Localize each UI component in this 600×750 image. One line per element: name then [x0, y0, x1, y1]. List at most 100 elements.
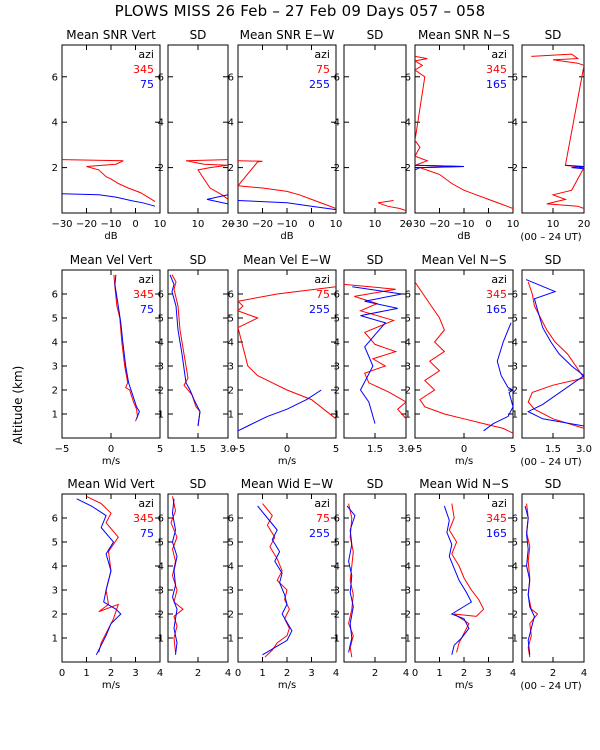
x-tick-label: 0	[461, 444, 467, 455]
x-tick-label: 1	[436, 668, 442, 679]
panel-15: Mean Wid E−W 0 1 2 3 4 1 2 3 4 5 6 m/s azi 75 255	[228, 477, 340, 691]
panel-10: SD 1.5 3.0 1 2 3 4 5 6	[334, 253, 414, 455]
legend-entry-red: 75	[316, 63, 330, 76]
panel-16: SD 2 4 1 2 3 4 5 6	[334, 477, 410, 679]
y-tick-label: 5	[512, 314, 518, 325]
series-line-red-345	[415, 55, 513, 209]
panel-title: Mean Wid N−S	[419, 477, 509, 491]
x-tick-label: 0	[108, 444, 114, 455]
legend-title: azi	[491, 48, 507, 61]
y-tick-label: 6	[512, 290, 518, 301]
x-tick-label: 2	[108, 668, 114, 679]
y-tick-label: 2	[228, 386, 234, 397]
x-tick-label: −30	[51, 219, 72, 230]
y-tick-label: 3	[228, 586, 234, 597]
panel-title: Mean SNR N−S	[418, 28, 510, 42]
series-line-blue-75	[114, 274, 140, 419]
y-tick-label: 4	[405, 118, 411, 129]
x-tick-label: 4	[333, 668, 339, 679]
x-tick-label: 0	[412, 668, 418, 679]
y-tick-label: 1	[52, 634, 58, 645]
x-tick-label: −20	[429, 219, 450, 230]
x-tick-label: 1.5	[545, 444, 561, 455]
y-tick-label: 4	[334, 562, 340, 573]
series-line-blue	[346, 505, 356, 653]
y-tick-label: 5	[52, 314, 58, 325]
x-tick-label: 3	[485, 668, 491, 679]
y-tick-label: 2	[52, 610, 58, 621]
panel-title: SD	[190, 477, 207, 491]
panel-6: SD 10 20 2 4 6 (00 – 24 UT)	[512, 28, 591, 243]
series-line-red	[531, 53, 584, 209]
y-tick-label: 6	[52, 72, 58, 83]
x-tick-label: −20	[76, 219, 97, 230]
series-line-blue	[525, 279, 584, 427]
series-line-blue-255	[238, 200, 336, 211]
time-range-note: (00 – 24 UT)	[520, 681, 581, 692]
legend-title: azi	[138, 48, 154, 61]
y-tick-label: 6	[405, 290, 411, 301]
y-tick-label: 3	[52, 362, 58, 373]
panel-title: Mean Vel E−W	[243, 253, 331, 267]
series-line-red	[526, 503, 539, 658]
x-tick-label: 3	[308, 668, 314, 679]
legend-entry-red: 345	[486, 288, 507, 301]
y-tick-label: 4	[158, 118, 164, 129]
panel-title: Mean SNR E−W	[240, 28, 335, 42]
panel-title: SD	[367, 253, 384, 267]
series-line-blue	[565, 164, 584, 170]
y-tick-label: 2	[228, 610, 234, 621]
series-line-red	[185, 159, 228, 200]
panel-frame	[343, 44, 407, 214]
series-line-red-75	[238, 286, 336, 420]
legend-entry-red: 345	[133, 63, 154, 76]
y-tick-label: 3	[158, 362, 164, 373]
y-tick-label: 6	[158, 72, 164, 83]
y-tick-label: 4	[512, 118, 518, 129]
panel-3: Mean SNR E−W −30 −20 −10 0 10 2 4 6 dB azi 75 255	[227, 28, 342, 242]
series-line-red	[527, 281, 584, 429]
y-tick-label: 4	[52, 562, 58, 573]
x-tick-label: −5	[231, 444, 246, 455]
x-axis-label: m/s	[102, 680, 120, 691]
y-tick-label: 4	[228, 562, 234, 573]
y-tick-label: 2	[334, 610, 340, 621]
y-tick-label: 5	[334, 538, 340, 549]
y-tick-label: 2	[52, 163, 58, 174]
y-tick-label: 6	[512, 72, 518, 83]
y-tick-label: 1	[405, 410, 411, 421]
y-tick-label: 5	[405, 314, 411, 325]
series-line-red-345	[62, 159, 156, 203]
y-tick-label: 3	[228, 362, 234, 373]
x-tick-label: 0	[485, 219, 491, 230]
x-tick-label: −20	[252, 219, 273, 230]
series-line-blue-255	[238, 389, 322, 432]
panel-title: Mean Wid Vert	[67, 477, 154, 491]
y-tick-label: 4	[334, 118, 340, 129]
y-tick-label: 2	[228, 163, 234, 174]
y-tick-label: 1	[158, 410, 164, 421]
x-tick-label: 5	[333, 444, 339, 455]
legend-title: azi	[491, 273, 507, 286]
y-tick-label: 1	[228, 634, 234, 645]
series-line-red	[170, 496, 184, 653]
series-line-blue	[169, 274, 201, 427]
x-tick-label: −30	[227, 219, 248, 230]
panel-1: Mean SNR Vert −30 −20 −10 0 10 2 4 6 dB azi 345 75	[51, 28, 166, 242]
x-tick-label: 3.0	[220, 444, 236, 455]
series-line-blue-165	[415, 164, 465, 171]
y-tick-label: 4	[512, 338, 518, 349]
y-tick-label: 6	[334, 514, 340, 525]
y-tick-label: 5	[334, 314, 340, 325]
x-axis-label: dB	[280, 231, 293, 242]
legend-entry-blue: 75	[140, 527, 154, 540]
legend-title: azi	[138, 273, 154, 286]
y-tick-label: 3	[52, 586, 58, 597]
y-tick-label: 5	[405, 538, 411, 549]
y-tick-label: 6	[512, 514, 518, 525]
y-tick-label: 3	[405, 362, 411, 373]
series-line-red	[377, 200, 406, 212]
panel-12: SD 1.5 3.0 1 2 3 4 5 6 (00 – 24 UT)	[512, 253, 592, 468]
